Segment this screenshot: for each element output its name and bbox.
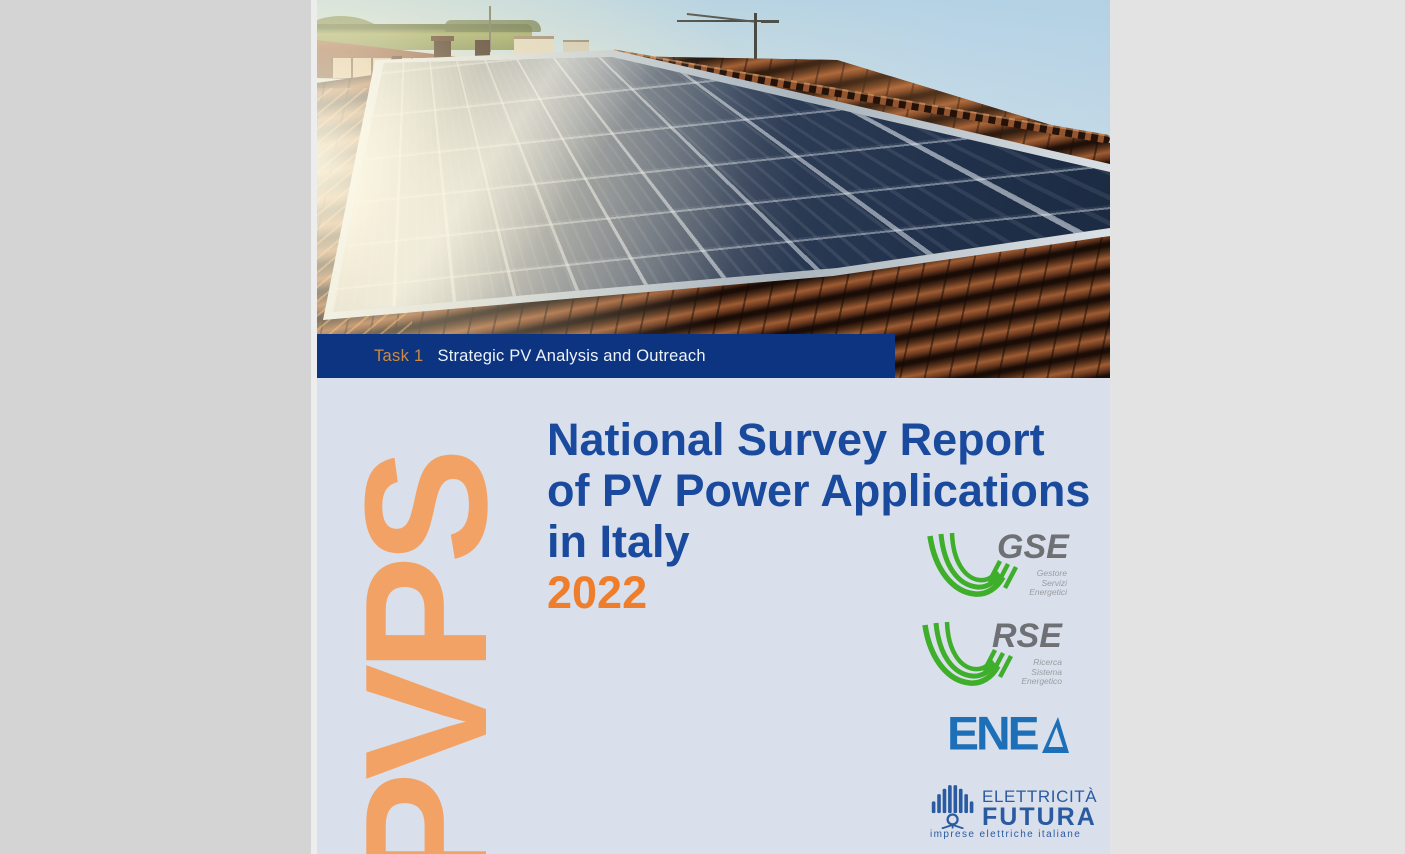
task-banner: Task 1 Strategic PV Analysis and Outreac… [317, 334, 895, 378]
report-cover-page: Task 1 Strategic PV Analysis and Outreac… [317, 0, 1110, 854]
gse-logo-tagline: Gestore Servizi Energetici [989, 568, 1067, 598]
task-label: Task 1 [374, 346, 424, 365]
report-year: 2022 [547, 567, 648, 618]
gse-tagline-line: Gestore [1036, 568, 1067, 578]
rse-tagline-line: Ricerca [1033, 657, 1062, 667]
photo-distant-building [514, 36, 554, 54]
title-line-1: National Survey Report [547, 414, 1045, 465]
enea-triangle-icon [1041, 717, 1069, 753]
gse-tagline-line: Servizi [1041, 577, 1067, 588]
title-line-2: of PV Power Applications [547, 465, 1091, 516]
ef-logo-tagline: imprese elettriche italiane [930, 829, 1082, 840]
elettricita-futura-logo: ELETTRICITÀ FUTURA imprese elettriche it… [930, 781, 1097, 841]
photo-crane [761, 20, 779, 23]
rse-swoosh-icon [922, 621, 1013, 686]
cover-title-block: National Survey Report of PV Power Appli… [547, 414, 1090, 618]
page-edge-strip [311, 0, 317, 854]
task-title: Strategic PV Analysis and Outreach [437, 346, 706, 365]
ef-logo-line2: FUTURA [982, 803, 1097, 831]
enea-logo-label: ENE [947, 708, 1040, 761]
rse-logo-tagline: Ricerca Sistema Energetico [984, 657, 1062, 687]
photo-distant-building [563, 40, 589, 52]
cover-photo [317, 0, 1110, 378]
rse-logo: RSE Ricerca Sistema Energetico [920, 617, 1070, 693]
rse-tagline-line: Sistema [1031, 666, 1062, 677]
title-line-3: in Italy [547, 516, 690, 567]
gse-logo-label: GSE [997, 528, 1069, 566]
enea-logo: ENE [947, 708, 1070, 761]
gse-logo: GSE Gestore Servizi Energetici [925, 528, 1075, 604]
photo-treeline [445, 20, 541, 32]
rse-logo-label: RSE [992, 617, 1062, 655]
rse-tagline-line: Energetico [1021, 676, 1062, 686]
eagle-emblem-icon [931, 785, 974, 829]
viewer-background-right [1110, 0, 1405, 854]
pvps-wordmark: PVPS [328, 455, 523, 854]
ef-logo-line1: ELETTRICITÀ [982, 787, 1098, 806]
gse-swoosh-icon [927, 532, 1018, 597]
gse-tagline-line: Energetici [1029, 587, 1067, 597]
